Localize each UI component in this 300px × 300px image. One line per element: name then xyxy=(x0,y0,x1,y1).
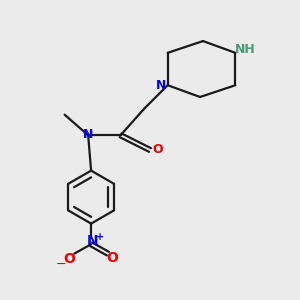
Text: N: N xyxy=(83,128,93,141)
Text: O: O xyxy=(106,251,118,265)
Text: −: − xyxy=(56,258,66,271)
Text: N: N xyxy=(87,234,98,248)
Text: +: + xyxy=(97,232,105,242)
Text: O: O xyxy=(152,143,163,157)
Text: O: O xyxy=(63,252,75,266)
Text: NH: NH xyxy=(234,44,255,56)
Text: N: N xyxy=(156,79,166,92)
